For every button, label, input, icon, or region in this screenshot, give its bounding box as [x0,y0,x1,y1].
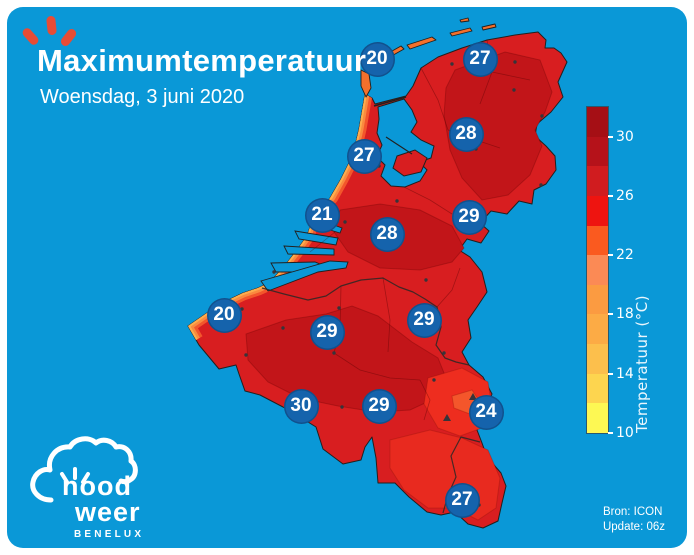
tick-mark [608,313,613,316]
colorbar-tick-label: 10 [616,425,634,441]
flevoland-polder [392,149,428,177]
colorbar-segment [587,107,608,137]
colorbar-gradient [586,106,609,434]
tick-mark [608,194,613,197]
temperature-badge: 24 [468,394,504,430]
page-title: Maximumtemperatuur [37,43,367,78]
colorbar-segment [587,284,608,315]
temperature-badge: 28 [448,116,484,152]
logo-word-weer: weer [75,497,141,527]
data-source-note: Bron: ICON Update: 06z [603,505,665,536]
logo-word-benelux: BENELUX [74,529,145,540]
colorbar-tick-label: 26 [616,187,634,204]
colorbar-segment [587,136,608,167]
colorbar-segment [587,344,608,374]
temperature-badge: 29 [361,388,397,424]
tick-mark [608,432,613,434]
temperature-badge: 29 [451,199,487,235]
colorbar-tick-label: 18 [616,306,634,323]
colorbar-axis-label: Temperatuur (°C) [633,294,651,433]
dikes [373,96,413,155]
ray-icon [46,15,57,36]
temperature-colorbar: 30 26 22 18 14 10 Temperatuur (°C) [586,106,651,441]
temperature-badge: 29 [309,314,345,350]
page-subtitle: Woensdag, 3 juni 2020 [40,86,245,108]
cloud-rays-icon [60,467,90,484]
colorbar-segment [587,225,608,256]
wadden-islands [360,17,497,98]
temperature-badge: 27 [346,138,382,174]
header: Maximumtemperatuur Woensdag, 3 juni 2020 [37,43,366,109]
temperature-badge: 27 [462,41,498,77]
temperature-badge: 21 [304,197,340,233]
cloud-icon [30,436,138,503]
colorbar-tick-label: 30 [616,128,634,145]
temperature-badge: 30 [283,388,319,424]
update-line: Update: 06z [602,521,665,534]
source-line: Bron: ICON [602,505,663,518]
colorbar-tick-label: 22 [616,247,634,264]
colorbar-segment [587,195,608,226]
colorbar-segment [587,403,608,434]
tick-mark [608,135,613,138]
noodweer-benelux-logo: nood weer BENELUX [27,432,187,544]
colorbar-segment [587,314,608,345]
tick-mark [608,254,613,257]
temperature-badge: 27 [444,482,480,518]
temperature-badge-layer: 20 27 28 27 21 29 28 20 29 29 30 29 24 27 [7,7,687,548]
colorbar-segment [587,255,608,285]
temperature-badge: 29 [406,302,442,338]
colorbar-segment [587,166,608,196]
colorbar-tick-label: 14 [616,365,634,382]
temperature-badge: 28 [369,216,405,252]
map-panel: Maximumtemperatuur Woensdag, 3 juni 2020… [7,7,687,548]
colorbar-ticks: 30 26 22 18 14 10 [608,107,648,441]
city-dots [240,60,544,507]
tick-mark [608,372,613,375]
temperature-badge: 20 [359,41,395,77]
temperature-badge: 20 [206,297,242,333]
colorbar-segment [587,373,608,404]
logo-word-nood: nood [62,471,132,501]
